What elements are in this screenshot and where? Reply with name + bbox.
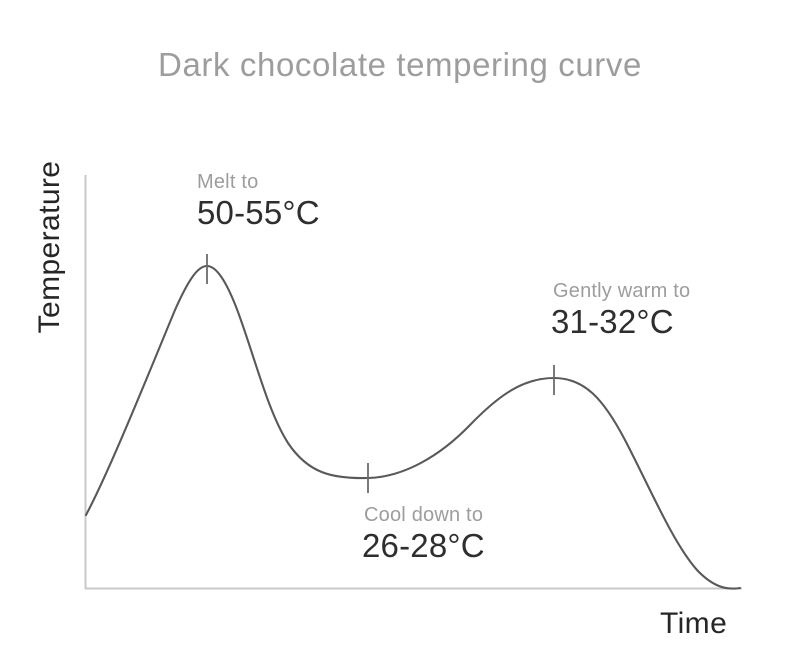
annotation-melt-value: 50-55°C bbox=[197, 194, 320, 231]
chart-title: Dark chocolate tempering curve bbox=[158, 46, 642, 83]
annotation-melt-caption: Melt to bbox=[197, 171, 259, 193]
annotation-warm-value: 31-32°C bbox=[551, 303, 674, 340]
annotation-cool-value: 26-28°C bbox=[362, 527, 485, 564]
annotation-cool: Cool down to 26-28°C bbox=[362, 505, 485, 565]
annotation-melt: Melt to 50-55°C bbox=[197, 172, 320, 232]
annotation-warm: Gently warm to 31-32°C bbox=[551, 281, 690, 341]
annotation-cool-caption: Cool down to bbox=[364, 504, 484, 526]
x-axis-title: Time bbox=[660, 607, 728, 640]
annotation-warm-caption: Gently warm to bbox=[553, 280, 691, 302]
y-axis-title: Temperature bbox=[33, 160, 66, 334]
